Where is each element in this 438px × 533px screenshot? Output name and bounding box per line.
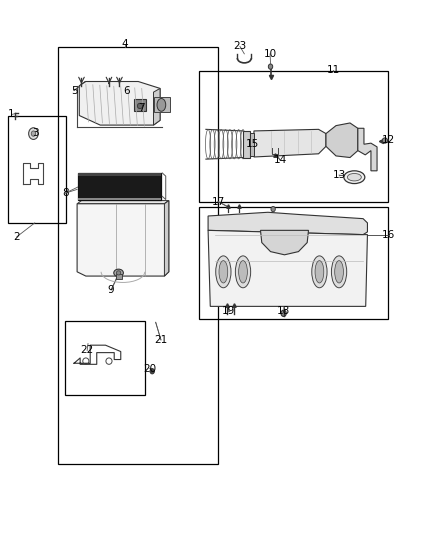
- Ellipse shape: [239, 261, 247, 283]
- Ellipse shape: [117, 271, 121, 275]
- Bar: [134, 99, 146, 111]
- Text: 10: 10: [264, 49, 277, 59]
- Text: 23: 23: [233, 42, 247, 51]
- Text: 7: 7: [138, 103, 145, 113]
- Text: 17: 17: [212, 197, 225, 207]
- Bar: [153, 98, 170, 112]
- Polygon shape: [326, 123, 358, 158]
- Ellipse shape: [157, 99, 166, 111]
- Ellipse shape: [312, 256, 327, 288]
- Ellipse shape: [347, 173, 361, 181]
- Text: 22: 22: [81, 345, 94, 356]
- Text: 3: 3: [32, 127, 39, 138]
- Text: 16: 16: [381, 230, 395, 240]
- Text: 2: 2: [14, 232, 20, 242]
- Ellipse shape: [219, 261, 228, 283]
- Text: 13: 13: [332, 170, 346, 180]
- Polygon shape: [208, 212, 367, 235]
- Bar: [8, 116, 66, 223]
- Text: 5: 5: [71, 85, 78, 95]
- Ellipse shape: [382, 138, 388, 143]
- Polygon shape: [358, 128, 377, 171]
- Text: 15: 15: [246, 139, 259, 149]
- Ellipse shape: [138, 103, 143, 109]
- Text: 18: 18: [277, 306, 290, 316]
- Polygon shape: [164, 200, 169, 276]
- Text: 21: 21: [154, 335, 168, 345]
- Bar: [78, 198, 161, 199]
- Bar: [251, 133, 254, 156]
- Ellipse shape: [216, 256, 231, 288]
- Polygon shape: [153, 88, 160, 125]
- Bar: [243, 131, 250, 158]
- Polygon shape: [261, 230, 308, 255]
- Bar: [78, 173, 161, 199]
- Ellipse shape: [235, 256, 251, 288]
- Ellipse shape: [271, 206, 276, 212]
- Ellipse shape: [268, 64, 273, 69]
- Bar: [116, 274, 122, 279]
- Text: 9: 9: [108, 285, 114, 295]
- Bar: [65, 321, 145, 395]
- Bar: [78, 173, 161, 176]
- Ellipse shape: [335, 261, 343, 283]
- Text: 12: 12: [382, 135, 395, 145]
- Polygon shape: [79, 82, 160, 125]
- Polygon shape: [208, 230, 367, 306]
- Bar: [58, 47, 218, 464]
- Polygon shape: [77, 200, 169, 276]
- Text: 4: 4: [122, 39, 128, 49]
- Ellipse shape: [114, 269, 124, 277]
- Text: 14: 14: [273, 155, 287, 165]
- Bar: [199, 207, 388, 319]
- Ellipse shape: [150, 368, 154, 374]
- Bar: [199, 71, 388, 201]
- Text: 20: 20: [144, 364, 156, 374]
- Ellipse shape: [281, 310, 286, 317]
- Text: 11: 11: [327, 65, 340, 75]
- Polygon shape: [254, 130, 326, 157]
- Ellipse shape: [315, 261, 324, 283]
- Polygon shape: [77, 200, 169, 204]
- Text: 19: 19: [222, 306, 235, 316]
- Ellipse shape: [344, 171, 365, 183]
- Text: 6: 6: [123, 85, 130, 95]
- Ellipse shape: [332, 256, 347, 288]
- Ellipse shape: [28, 128, 38, 140]
- Ellipse shape: [31, 131, 35, 136]
- Text: 8: 8: [62, 188, 69, 198]
- Text: 1: 1: [8, 109, 15, 119]
